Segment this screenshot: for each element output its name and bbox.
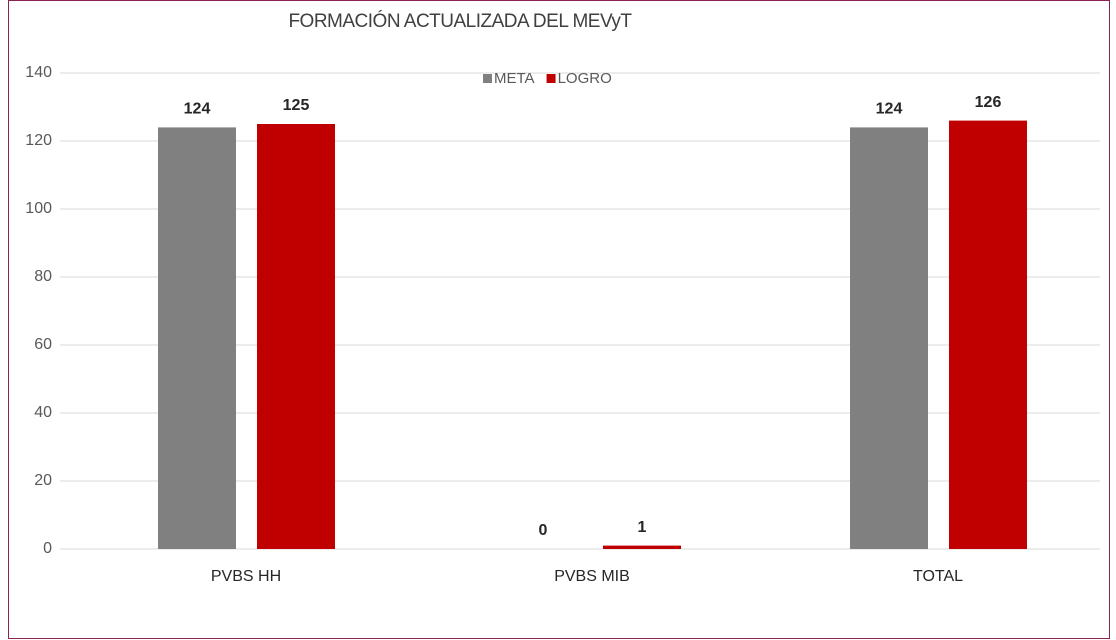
y-tick-label: 100 <box>25 200 52 217</box>
x-tick-label: PVBS HH <box>211 568 281 585</box>
chart-title: FORMACIÓN ACTUALIZADA DEL MEVyT <box>288 10 632 32</box>
y-tick-label: 140 <box>25 64 52 81</box>
data-label: 126 <box>975 94 1002 111</box>
legend-swatch <box>546 74 556 83</box>
data-label: 1 <box>638 519 647 536</box>
legend-swatch <box>483 74 492 83</box>
x-tick-label: PVBS MIB <box>554 568 630 585</box>
legend-label: LOGRO <box>558 70 612 87</box>
y-tick-label: 60 <box>34 336 52 353</box>
bar <box>603 545 681 549</box>
y-tick-label: 20 <box>34 472 52 489</box>
y-tick-label: 120 <box>25 132 52 149</box>
data-label: 125 <box>283 97 310 114</box>
y-tick-label: 80 <box>34 268 52 285</box>
data-label: 124 <box>184 101 211 118</box>
legend-label: META <box>494 70 535 87</box>
x-tick-label: TOTAL <box>913 568 963 585</box>
y-tick-label: 40 <box>34 404 52 421</box>
y-tick-label: 0 <box>43 540 52 557</box>
bar <box>850 127 928 550</box>
data-label: 124 <box>876 101 903 118</box>
bar <box>158 127 236 550</box>
bar <box>949 120 1027 549</box>
data-label: 0 <box>539 522 548 539</box>
bar <box>257 124 335 549</box>
